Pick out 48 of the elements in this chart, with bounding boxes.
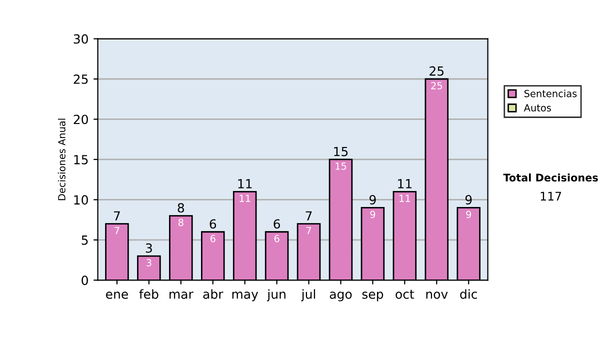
y-tick-label: 20 <box>74 114 88 124</box>
total-label: 6 <box>274 219 280 229</box>
data-label: 25 <box>431 82 442 90</box>
total-label: 9 <box>370 195 376 205</box>
total-label: 25 <box>430 66 444 76</box>
y-tick-label: 25 <box>74 74 88 84</box>
data-label: 7 <box>114 226 120 234</box>
data-label: 15 <box>336 162 346 170</box>
data-label: 6 <box>210 234 216 242</box>
text: Total Decisiones <box>503 173 598 182</box>
x-tick-label: oct <box>396 290 414 299</box>
data-label: 7 <box>306 226 312 234</box>
total-label: 7 <box>114 211 120 220</box>
data-label: 3 <box>146 259 152 266</box>
x-tick-label: may <box>232 292 258 302</box>
total-label: 7 <box>306 211 312 220</box>
data-label: 9 <box>370 210 376 218</box>
data-label: 11 <box>240 194 250 202</box>
total-label: 11 <box>398 179 412 188</box>
x-tick-label: nov <box>426 292 448 299</box>
x-tick-label: sep <box>362 292 384 302</box>
x-tick-label: ago <box>330 292 352 302</box>
x-tick-label: jun <box>266 289 286 302</box>
y-tick-label: 5 <box>82 236 88 245</box>
y-axis-title: Decisiones Anual <box>58 118 66 200</box>
data-label: 11 <box>400 194 410 202</box>
y-tick-label: 0 <box>82 276 88 286</box>
total-label: 9 <box>465 195 472 205</box>
total-label: 15 <box>334 146 348 156</box>
legend-label: Sentencias <box>524 90 577 98</box>
total-label: 3 <box>146 243 152 253</box>
x-tick-label: jul <box>301 289 316 302</box>
y-tick-label: 15 <box>74 155 88 164</box>
total-label: 11 <box>238 179 252 188</box>
total-label: 8 <box>178 203 184 213</box>
data-label: 6 <box>274 234 280 242</box>
x-tick-label: ene <box>106 292 128 299</box>
data-label: 8 <box>178 218 184 226</box>
y-tick-label: 10 <box>74 195 88 205</box>
legend-label: Autos <box>524 104 551 112</box>
y-tick-label: 30 <box>74 34 88 44</box>
x-tick-label: abr <box>203 289 224 299</box>
x-tick-label: dic <box>460 289 477 299</box>
x-tick-label: mar <box>170 292 194 299</box>
total-label: 6 <box>210 219 216 229</box>
data-label: 9 <box>466 210 472 218</box>
text: 117 <box>540 192 562 200</box>
x-tick-label: feb <box>139 289 158 299</box>
